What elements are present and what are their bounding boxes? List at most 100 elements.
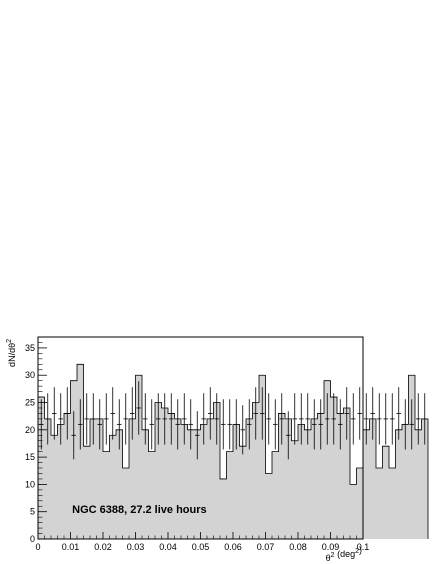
histogram-bin xyxy=(402,424,409,539)
y-tick-label: 0 xyxy=(30,534,35,544)
data-points-layer xyxy=(38,381,428,460)
data-point xyxy=(422,393,428,445)
histogram-bin xyxy=(220,478,227,539)
histogram-bin xyxy=(90,418,97,539)
histogram-bin xyxy=(233,424,240,539)
histogram-bin xyxy=(324,380,331,539)
histogram-bin xyxy=(226,451,233,539)
histogram-bin xyxy=(291,440,298,539)
data-point xyxy=(240,405,246,455)
data-point xyxy=(136,381,142,435)
data-point xyxy=(201,393,207,445)
y-tick-label: 35 xyxy=(25,343,35,353)
data-point xyxy=(90,393,96,445)
data-point xyxy=(233,399,239,450)
histogram-bin xyxy=(278,413,285,539)
data-point xyxy=(376,393,382,445)
histogram-bin xyxy=(259,375,266,539)
data-point xyxy=(259,387,265,440)
histogram-bin xyxy=(376,468,383,539)
x-tick-label: 0.02 xyxy=(94,542,112,552)
histogram-bin xyxy=(265,473,272,539)
data-point xyxy=(207,387,213,440)
histogram-bin xyxy=(83,446,90,539)
histogram-bin xyxy=(298,424,305,539)
data-point xyxy=(363,393,369,445)
histogram-bin xyxy=(272,451,279,539)
histogram-bin xyxy=(122,468,129,539)
histogram-bin xyxy=(421,418,428,539)
y-tick-label: 15 xyxy=(25,452,35,462)
data-point xyxy=(227,399,233,450)
histogram-bin xyxy=(148,451,155,539)
histogram-bin xyxy=(70,380,77,539)
data-point xyxy=(214,393,220,445)
histogram-bin xyxy=(64,413,71,539)
data-point xyxy=(129,387,135,440)
y-tick-label: 10 xyxy=(25,479,35,489)
histogram-bin xyxy=(142,429,149,539)
y-tick-label: 30 xyxy=(25,370,35,380)
data-point xyxy=(318,399,324,450)
data-point xyxy=(45,393,51,445)
histogram-bin xyxy=(109,435,116,539)
data-point xyxy=(285,411,291,460)
data-point xyxy=(337,399,343,450)
histogram-bin xyxy=(304,429,311,539)
histogram-bin xyxy=(350,484,357,539)
data-point xyxy=(58,393,64,445)
histogram-bin xyxy=(135,375,142,539)
x-tick-label: 0.01 xyxy=(62,542,80,552)
histogram-bin xyxy=(77,364,84,539)
data-point xyxy=(246,399,252,450)
histogram-bin xyxy=(181,424,188,539)
histogram-bin xyxy=(252,402,259,539)
x-tick-label: 0.08 xyxy=(289,542,307,552)
histogram-bin xyxy=(415,429,422,539)
histogram-bin xyxy=(51,435,58,539)
y-axis-title: dN/dθ2 xyxy=(6,339,17,367)
data-point xyxy=(123,393,129,445)
x-tick-label: 0.09 xyxy=(322,542,340,552)
histogram-bin xyxy=(369,418,376,539)
data-point xyxy=(149,399,155,450)
histogram-bin xyxy=(96,418,103,539)
x-tick-label: 0.06 xyxy=(224,542,242,552)
histogram-bin xyxy=(363,429,370,539)
histogram-bin xyxy=(382,446,389,539)
histogram-bin xyxy=(337,413,344,539)
data-point xyxy=(103,393,109,445)
histogram-bin xyxy=(408,375,415,539)
data-point xyxy=(71,411,77,460)
data-point xyxy=(383,393,389,445)
y-tick-label: 20 xyxy=(25,425,35,435)
data-point xyxy=(298,393,304,445)
data-point xyxy=(279,393,285,445)
data-point xyxy=(402,399,408,450)
data-point xyxy=(305,393,311,445)
histogram-bin xyxy=(395,429,402,539)
histogram-bin xyxy=(187,429,194,539)
histogram-bin xyxy=(194,429,201,539)
data-point xyxy=(331,393,337,445)
histogram-bin xyxy=(239,446,246,539)
histogram-bin xyxy=(44,418,51,539)
data-point xyxy=(97,399,103,450)
data-point xyxy=(116,399,122,450)
axes-layer: 0 0.01 0.02 0.03 0.04 0.05 0.06 0.07 0.08 0.09 0.1… xyxy=(25,342,369,552)
x-tick-label: 0 xyxy=(35,542,40,552)
histogram-bin xyxy=(174,418,181,539)
histogram-bin xyxy=(246,418,253,539)
data-point xyxy=(344,387,350,440)
data-point xyxy=(292,393,298,445)
x-axis-title: θ2 (deg2) xyxy=(326,545,362,563)
data-point xyxy=(389,393,395,445)
chart-annotation: NGC 6388, 27.2 live hours xyxy=(72,504,207,516)
y-tick-label: 25 xyxy=(25,398,35,408)
data-point xyxy=(370,387,376,440)
data-point xyxy=(162,393,168,445)
histogram-bin xyxy=(200,424,207,539)
data-point xyxy=(51,387,57,440)
histogram-bin xyxy=(356,468,363,539)
